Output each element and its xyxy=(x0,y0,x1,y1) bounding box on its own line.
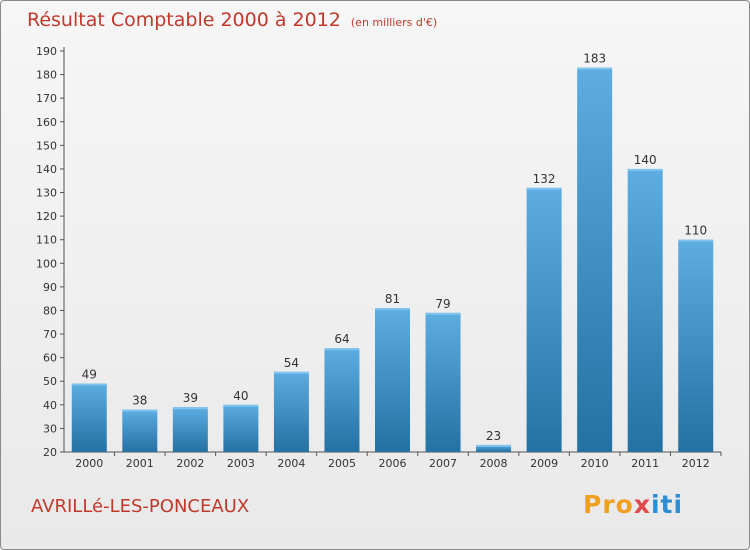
y-tick-label: 150 xyxy=(36,139,57,152)
y-tick-label: 130 xyxy=(36,187,57,200)
bar-value-label: 64 xyxy=(334,332,349,346)
bar-value-label: 23 xyxy=(486,429,501,443)
bar-value-label: 110 xyxy=(684,224,707,238)
bar xyxy=(577,67,613,452)
bar-cap xyxy=(375,308,410,311)
bar-value-label: 49 xyxy=(82,368,97,382)
logo-part-3: iti xyxy=(650,490,684,519)
logo-part-2: x xyxy=(633,490,651,519)
data-labels: 49 38 39 40 54 64 81 79 23 132 183 140 110 xyxy=(82,52,708,443)
bar-cap xyxy=(324,348,360,351)
y-tick-label: 170 xyxy=(36,92,57,105)
bar xyxy=(375,308,410,452)
bar-value-label: 140 xyxy=(634,153,657,167)
bar xyxy=(627,168,663,453)
y-tick-label: 160 xyxy=(36,116,57,129)
bar-value-label: 39 xyxy=(183,391,198,405)
bar-cap xyxy=(71,383,107,386)
x-tick-label: 2000 xyxy=(75,457,103,470)
chart-title-text: Résultat Comptable 2000 à 2012 xyxy=(27,9,341,31)
x-tick-label: 2001 xyxy=(126,457,154,470)
y-tick-label: 50 xyxy=(43,375,57,388)
y-tick-label: 70 xyxy=(43,328,57,341)
x-tick-label: 2003 xyxy=(227,457,255,470)
y-tick-label: 90 xyxy=(43,281,57,294)
bar-value-label: 79 xyxy=(435,297,450,311)
logo-part-1: Pro xyxy=(583,490,634,519)
bar xyxy=(425,312,461,452)
bar xyxy=(273,371,309,452)
bar-cap xyxy=(223,404,259,407)
bar xyxy=(223,404,259,452)
bar-cap xyxy=(425,312,461,315)
bar xyxy=(71,383,107,452)
y-tick-label: 40 xyxy=(43,399,57,412)
bar xyxy=(122,409,158,452)
y-tick-label: 180 xyxy=(36,69,57,82)
proxiti-logo: Proxiti xyxy=(583,490,683,519)
y-tick-label: 190 xyxy=(36,45,57,58)
bar-cap xyxy=(577,67,613,70)
bars xyxy=(71,67,714,453)
y-tick-label: 120 xyxy=(36,210,57,223)
x-tick-label: 2006 xyxy=(379,457,407,470)
x-tick-label: 2002 xyxy=(176,457,204,470)
bar-cap xyxy=(678,239,714,242)
bar-cap xyxy=(172,407,208,410)
y-tick-label: 80 xyxy=(43,304,57,317)
y-tick-label: 100 xyxy=(36,257,57,270)
y-tick-label: 20 xyxy=(43,446,57,459)
y-tick-label: 60 xyxy=(43,352,57,365)
y-tick-label: 30 xyxy=(43,422,57,435)
chart-subtitle: (en milliers d'€) xyxy=(350,16,438,29)
bar-cap xyxy=(273,371,309,374)
bar-cap xyxy=(526,187,562,190)
y-tick-label: 140 xyxy=(36,163,57,176)
bar xyxy=(172,407,208,452)
bar-value-label: 183 xyxy=(583,52,606,66)
bar-value-label: 54 xyxy=(284,356,299,370)
bar xyxy=(678,239,714,452)
bar-value-label: 132 xyxy=(533,172,556,186)
x-tick-label: 2007 xyxy=(429,457,457,470)
x-tick-label: 2005 xyxy=(328,457,356,470)
bar-cap xyxy=(476,444,512,447)
y-tick-label: 110 xyxy=(36,234,57,247)
bar xyxy=(476,444,512,452)
bar-cap xyxy=(122,409,158,412)
bar xyxy=(526,187,562,452)
bar-value-label: 40 xyxy=(233,389,248,403)
x-tick-label: 2008 xyxy=(480,457,508,470)
place-name: AVRILLé-LES-PONCEAUX xyxy=(31,496,250,517)
x-tick-label: 2011 xyxy=(631,457,659,470)
x-tick-label: 2009 xyxy=(530,457,558,470)
x-tick-label: 2004 xyxy=(277,457,305,470)
x-tick-label: 2012 xyxy=(682,457,710,470)
x-tick-label: 2010 xyxy=(581,457,609,470)
bar-value-label: 38 xyxy=(132,394,147,408)
bar-value-label: 81 xyxy=(385,292,400,306)
bar xyxy=(324,348,360,452)
chart-title: Résultat Comptable 2000 à 2012 (en millie… xyxy=(27,9,437,31)
bar-cap xyxy=(627,168,663,171)
